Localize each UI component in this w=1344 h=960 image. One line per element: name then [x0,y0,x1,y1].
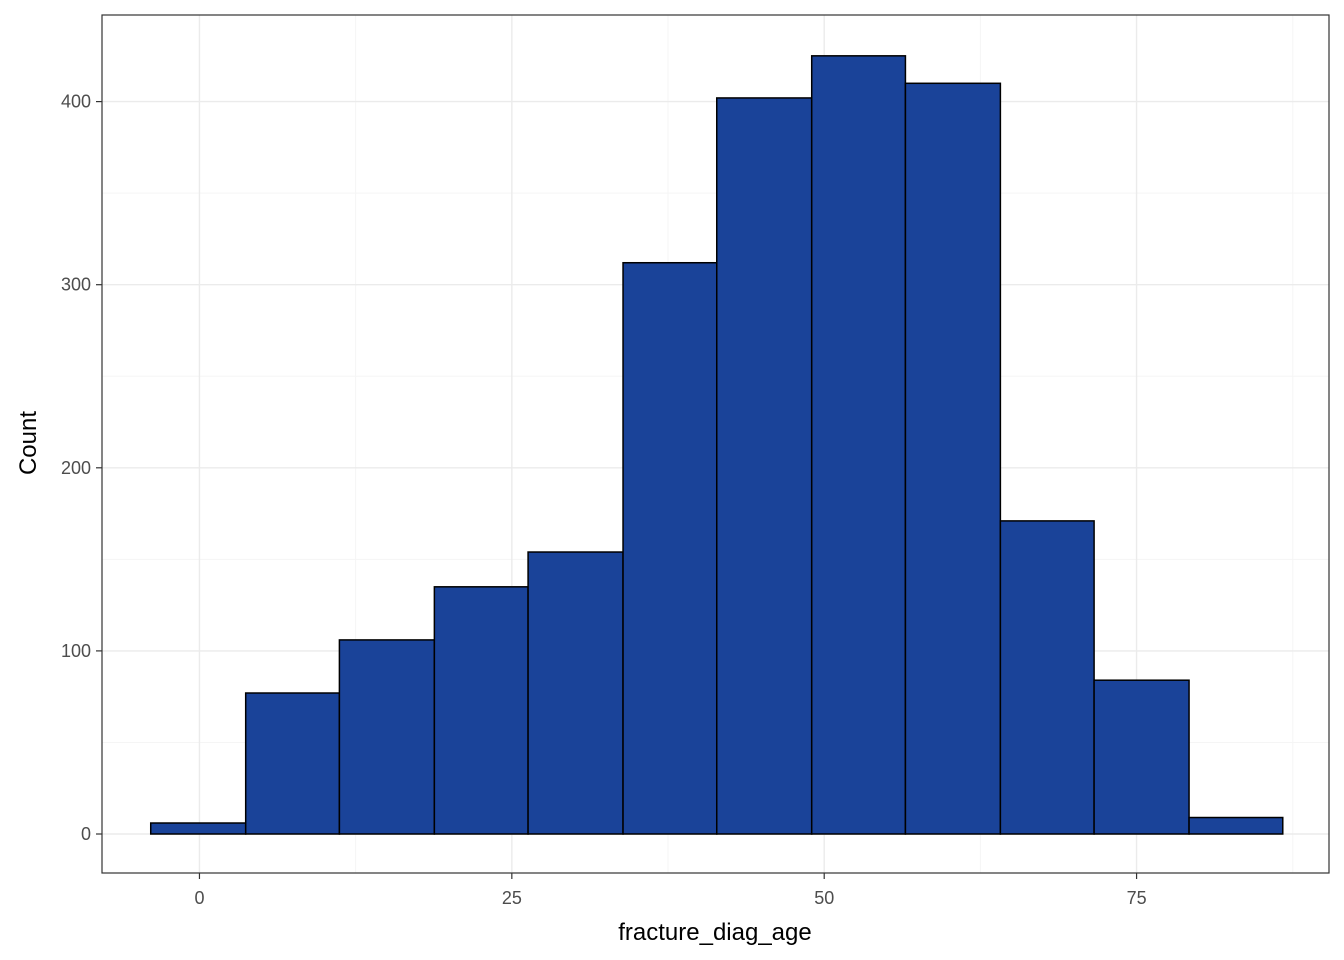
histogram-bar [338,639,436,835]
histogram-bar [1188,816,1284,835]
histogram-bar [715,97,813,835]
histogram-bar [904,82,1002,835]
histogram-bars [149,55,1284,835]
x-tick-label: 25 [502,888,522,908]
histogram-bar [810,55,907,835]
y-axis-ticks: 0 100 200 300 400 [61,92,102,844]
histogram-bar [1093,679,1190,835]
histogram-bar [622,261,718,835]
y-tick-label: 0 [81,824,91,844]
histogram-bar [244,692,341,835]
y-tick-label: 400 [61,92,91,112]
panel-border [101,14,1330,874]
x-tick-label: 75 [1127,888,1147,908]
histogram-bar [433,586,529,835]
y-axis-title: Count [15,411,42,475]
y-tick-label: 200 [61,458,91,478]
x-tick-label: 0 [194,888,204,908]
histogram-bar [527,551,624,835]
y-tick-label: 100 [61,641,91,661]
x-axis-ticks: 0 25 50 75 [194,873,1147,908]
x-axis-title: fracture_diag_age [618,919,811,946]
y-tick-label: 300 [61,275,91,295]
histogram-bar [999,520,1095,835]
x-tick-label: 50 [814,888,834,908]
histogram-bar [149,822,247,835]
